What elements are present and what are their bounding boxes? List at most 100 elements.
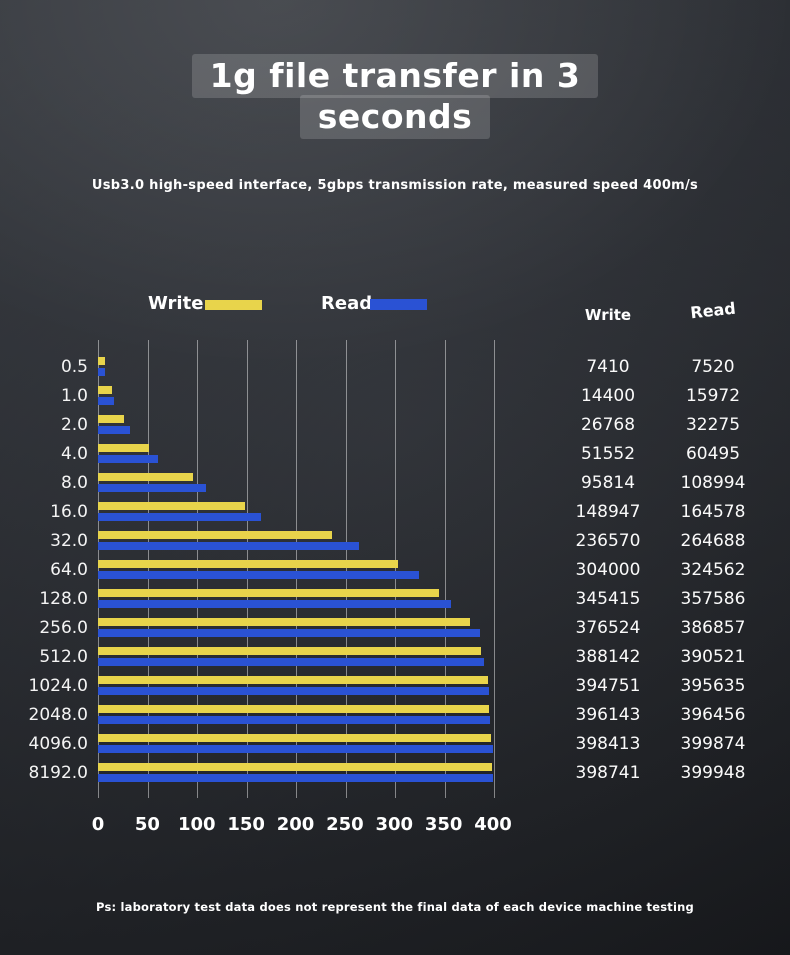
gridline [345,340,347,798]
bar-group [98,734,493,753]
read-bar [98,629,481,637]
read-value: 396456 [680,704,746,725]
chart-row: 1024.0 394751 395635 [0,671,790,700]
legend-read-label: Read [321,293,373,314]
bar-group [98,531,493,550]
category-label: 1024.0 [28,675,88,696]
chart-row: 8.0 95814 108994 [0,468,790,497]
read-value: 164578 [680,501,746,522]
category-label: 32.0 [50,530,88,551]
write-value: 398741 [575,762,641,783]
gridline [98,340,99,798]
write-value: 345415 [575,588,641,609]
write-value: 398413 [575,733,641,754]
write-value: 396143 [575,704,641,725]
category-label: 8.0 [60,472,88,493]
table-read-header: Read [689,298,737,323]
x-axis: 0 50 100 150 200 250 300 350 400 [92,814,512,840]
category-label: 2048.0 [28,704,88,725]
read-bar [98,658,484,666]
category-label: 1.0 [60,385,88,406]
write-bar [98,473,193,481]
bar-group [98,502,493,521]
category-label: 512.0 [39,646,88,667]
category-label: 256.0 [39,617,88,638]
footnote: Ps: laboratory test data does not repres… [96,900,694,914]
bar-group [98,589,493,608]
chart-row: 128.0 345415 357586 [0,584,790,613]
read-value: 15972 [685,385,741,406]
write-bar [98,705,490,713]
chart-row: 8192.0 398741 399948 [0,758,790,787]
write-bar [98,763,492,771]
read-value: 390521 [680,646,746,667]
read-bar [98,542,360,550]
chart-row: 64.0 304000 324562 [0,555,790,584]
x-tick-label: 250 [326,814,364,835]
write-value: 236570 [575,530,641,551]
gridline [395,340,396,798]
write-bar [98,357,106,365]
bar-group [98,357,493,376]
title-row-2: seconds [0,95,790,141]
category-label: 2.0 [60,414,88,435]
x-tick-label: 150 [227,814,265,835]
legend-write-label: Write [148,293,204,314]
write-value: 304000 [575,559,641,580]
title-block: 1g file transfer in 3 seconds [0,54,790,141]
write-value: 7410 [586,356,630,377]
legend-read-swatch [370,299,427,310]
read-bar [98,745,493,753]
write-value: 51552 [580,443,636,464]
page-title-line2: seconds [299,95,491,139]
write-bar [98,415,125,423]
category-label: 64.0 [50,559,88,580]
write-value: 388142 [575,646,641,667]
read-value: 60495 [685,443,741,464]
read-bar [98,426,130,434]
chart-row: 4096.0 398413 399874 [0,729,790,758]
read-bar [98,571,419,579]
write-value: 376524 [575,617,641,638]
chart-row: 16.0 148947 164578 [0,497,790,526]
chart-row: 1.0 14400 15972 [0,381,790,410]
read-bar [98,716,490,724]
gridline [494,340,495,798]
chart-row: 2048.0 396143 396456 [0,700,790,729]
category-label: 128.0 [39,588,88,609]
gridline [444,340,446,798]
write-bar [98,560,399,568]
read-value: 357586 [680,588,746,609]
read-bar [98,484,206,492]
write-value: 26768 [580,414,636,435]
x-tick-label: 50 [134,814,160,835]
read-bar [98,774,493,782]
read-value: 399874 [680,733,746,754]
gridline [147,340,149,798]
chart-row: 0.5 7410 7520 [0,352,790,381]
category-label: 8192.0 [28,762,88,783]
subtitle: Usb3.0 high-speed interface, 5gbps trans… [91,178,699,193]
x-tick-label: 400 [474,814,512,835]
write-bar [98,502,246,510]
category-label: 4.0 [60,443,88,464]
bar-group [98,444,493,463]
x-tick-label: 0 [91,814,105,835]
read-value: 395635 [680,675,746,696]
chart-rows: 0.5 7410 7520 1.0 14400 15972 2.0 26768 32275 4.0… [0,352,790,787]
write-bar [98,531,332,539]
gridline [296,340,297,798]
bar-group [98,415,493,434]
x-tick-label: 100 [177,814,216,835]
page-title-line1: 1g file transfer in 3 [191,54,599,98]
write-value: 148947 [575,501,641,522]
bar-group [98,705,493,724]
title-row-1: 1g file transfer in 3 [0,54,790,100]
gridline [197,340,198,798]
read-value: 324562 [680,559,746,580]
bar-group [98,676,493,695]
write-bar [98,676,488,684]
read-bar [98,368,106,376]
read-bar [98,687,489,695]
chart-row: 4.0 51552 60495 [0,439,790,468]
